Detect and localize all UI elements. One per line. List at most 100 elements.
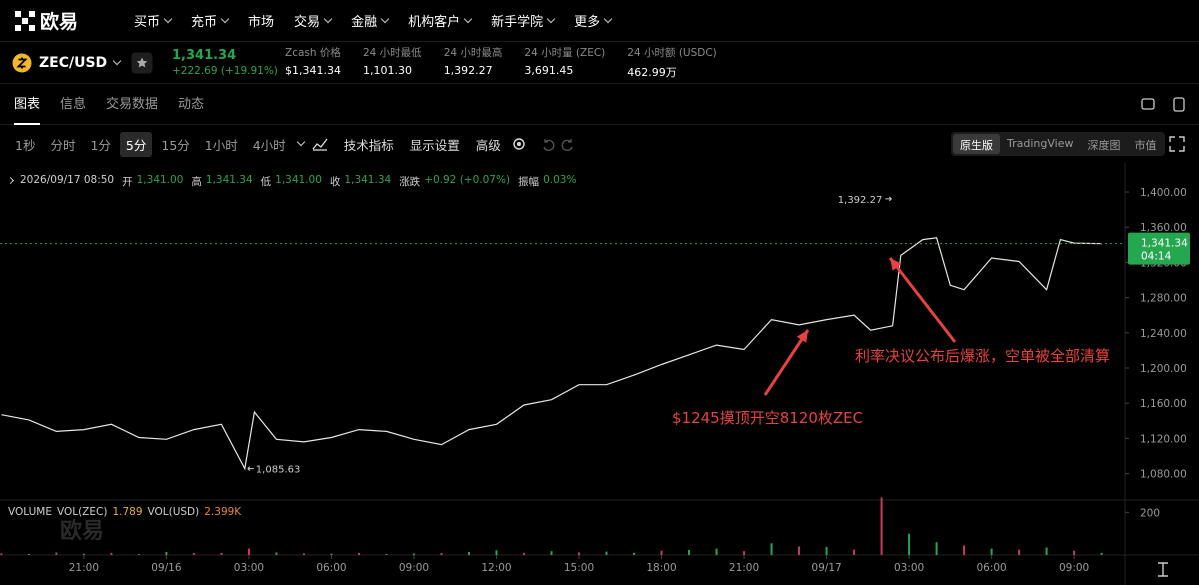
volume-bar	[440, 553, 443, 555]
volume-bar	[578, 552, 581, 555]
stat: 24 小时最高 1,392.27	[444, 45, 503, 80]
interval[interactable]: 分时	[50, 137, 76, 153]
ohlc-date: 2026/09/17 08:50	[20, 174, 115, 186]
nav-item[interactable]: 新手学院	[491, 11, 556, 30]
volume-bar	[110, 552, 113, 555]
volume-bar	[385, 553, 388, 555]
nav-label: 机构客户	[408, 15, 461, 30]
volume-bar	[165, 552, 168, 555]
volume-bar	[935, 542, 938, 555]
legend-value: 2.399K	[204, 506, 242, 518]
y-tick-label: 200	[1140, 507, 1160, 519]
volume-legend: VOLUME VOL(ZEC) 1.789 VOL(USD) 2.399K	[8, 506, 241, 518]
logo-icon	[15, 10, 35, 31]
interval[interactable]: 5分	[119, 131, 153, 157]
tool[interactable]: 高级	[472, 135, 501, 154]
x-tick-label: 09:00	[399, 562, 429, 574]
collapse-caret	[6, 176, 15, 185]
logo[interactable]: 欧易	[14, 7, 114, 34]
volume-bar	[825, 546, 828, 555]
y-tick-label: 1,240.00	[1140, 328, 1187, 340]
nav-label: 买币	[134, 15, 161, 30]
panel-icons	[1141, 97, 1185, 112]
nav-item[interactable]: 机构客户	[408, 11, 473, 30]
stat-label: 24 小时额 (USDC)	[627, 47, 717, 59]
interval[interactable]: 1分	[90, 137, 111, 153]
volume-bar	[522, 552, 525, 555]
last-price: 1,341.34	[172, 48, 237, 63]
stat-label: Zcash 价格	[285, 47, 341, 59]
volume-bar	[605, 551, 608, 555]
top-nav: 欧易 买币 充币 市场 交易 金融 机构客户 新手学院 更多	[0, 0, 1199, 42]
tab[interactable]: 图表	[14, 85, 41, 125]
interval[interactable]: 1秒	[15, 137, 36, 153]
nav-item[interactable]: 更多	[574, 11, 613, 30]
ohlc-label: 低	[260, 176, 272, 188]
ohlc-label: 涨跌	[399, 176, 421, 188]
dropdown-caret	[220, 14, 230, 23]
tab[interactable]: 信息	[60, 96, 87, 112]
volume-bar	[247, 548, 250, 555]
view[interactable]: 市值	[1134, 139, 1157, 152]
volume-bar	[770, 543, 773, 555]
nav-item[interactable]: 买币	[134, 11, 173, 30]
high-label: 1,392.27	[838, 195, 883, 206]
stat-value: $1,341.34	[285, 64, 341, 77]
favorite-button[interactable]	[131, 52, 153, 74]
stat-value: 1,101.30	[362, 64, 412, 77]
dropdown-caret	[163, 14, 173, 23]
x-tick-label: 06:00	[316, 562, 346, 574]
nav-item[interactable]: 市场	[248, 11, 274, 30]
symbol: ZEC/USD	[39, 54, 108, 71]
price-change: +222.69 (+19.91%)	[172, 65, 278, 77]
tool[interactable]: 技术指标	[340, 135, 394, 154]
axis-icon[interactable]	[1158, 562, 1168, 577]
volume-bar	[1045, 547, 1048, 555]
nav-item[interactable]: 交易	[294, 11, 333, 30]
volume-bar	[908, 533, 911, 555]
tool-label: 高级	[475, 137, 501, 153]
price-line	[1, 237, 1102, 471]
y-tick-label: 1,160.00	[1140, 398, 1187, 410]
low-marker	[247, 466, 254, 472]
fullscreen-icon[interactable]	[1169, 136, 1185, 152]
y-tick-label: 1,080.00	[1140, 469, 1187, 481]
nav-item[interactable]: 充币	[191, 11, 230, 30]
view-switch: 原生版 TradingView 深度图 市值	[951, 132, 1166, 156]
ticker-bar: ZEC/USD 1,341.34 +222.69 (+19.91%) Zcash…	[0, 42, 1199, 84]
tab[interactable]: 动态	[178, 96, 205, 112]
annotation: $1245摸顶开空8120枚ZEC	[672, 409, 863, 427]
tab[interactable]: 交易数据	[106, 96, 159, 112]
ohlc-value: +0.92 (+0.07%)	[424, 174, 511, 186]
stat-value: 3,691.45	[524, 64, 574, 77]
y-tick-label: 1,200.00	[1140, 363, 1187, 375]
view[interactable]: 深度图	[1087, 139, 1121, 152]
interval[interactable]: 4小时	[252, 137, 286, 153]
draw-icon[interactable]	[312, 137, 328, 151]
arrow-head	[890, 258, 902, 271]
interval-caret[interactable]	[296, 137, 305, 147]
ohlc-value: 0.03%	[543, 174, 577, 186]
volume-bar	[137, 554, 140, 555]
tabs: 图表 信息 交易数据 动态	[0, 85, 1199, 125]
symbol-selector[interactable]: ZEC/USD	[12, 52, 172, 74]
ohlc-value: 1,341.34	[344, 174, 392, 186]
interval[interactable]: 1小时	[204, 137, 238, 153]
dropdown-caret	[603, 14, 613, 23]
stat: 24 小时量 (ZEC) 3,691.45	[524, 45, 605, 80]
volume-bar	[853, 549, 856, 555]
legend-label: VOL(ZEC)	[56, 506, 108, 518]
volume-bar	[1100, 552, 1103, 555]
nav-item[interactable]: 金融	[351, 11, 390, 30]
ohlc-value: 1,341.00	[275, 174, 322, 186]
stat: 24 小时额 (USDC) 462.99万	[627, 45, 717, 80]
view[interactable]: TradingView	[1007, 137, 1074, 150]
volume-bar	[467, 552, 470, 555]
tool[interactable]: 显示设置	[406, 135, 460, 154]
interval[interactable]: 15分	[161, 137, 190, 153]
view[interactable]: 原生版	[953, 134, 1000, 154]
dropdown-caret	[323, 14, 333, 23]
volume-bar	[743, 551, 746, 555]
